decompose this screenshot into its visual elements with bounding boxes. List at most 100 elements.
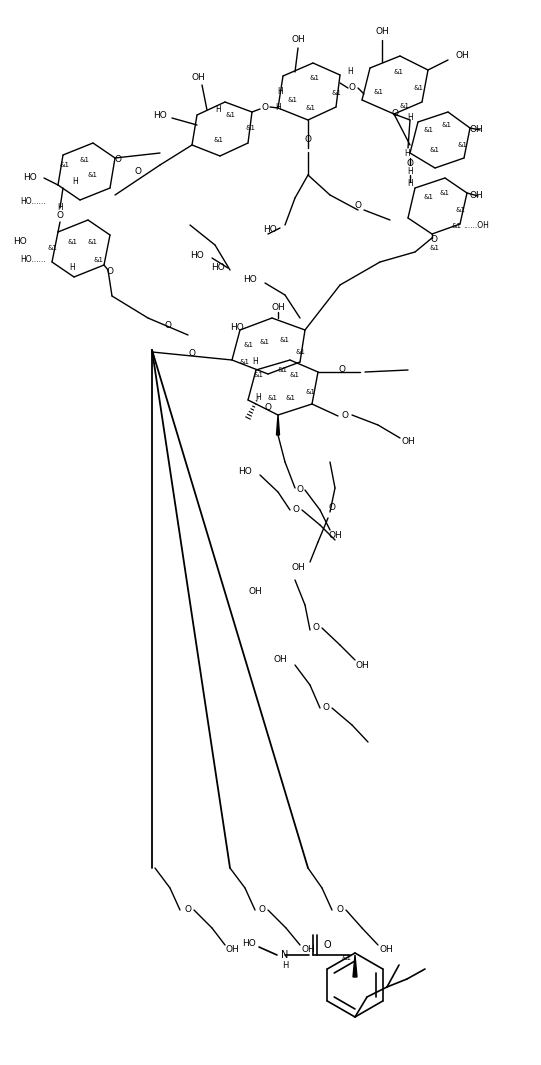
Text: HO......: HO...... [20, 256, 45, 264]
Text: O: O [392, 109, 399, 117]
Text: O: O [305, 135, 312, 145]
Text: OH: OH [401, 438, 415, 446]
Text: &1: &1 [245, 125, 255, 131]
Text: OH: OH [328, 530, 342, 540]
Text: &1: &1 [240, 359, 250, 365]
Text: O: O [348, 83, 355, 93]
Text: H: H [69, 263, 75, 273]
Text: &1: &1 [310, 75, 320, 81]
Text: O: O [354, 200, 361, 210]
Text: O: O [265, 404, 272, 412]
Text: OH: OH [469, 126, 483, 134]
Text: O: O [431, 235, 438, 245]
Text: HO: HO [211, 263, 225, 273]
Text: &1: &1 [342, 955, 352, 961]
Text: OH: OH [191, 73, 205, 82]
Text: &1: &1 [93, 257, 103, 263]
Text: HO: HO [230, 324, 244, 332]
Text: HO: HO [263, 226, 277, 234]
Text: &1: &1 [288, 97, 298, 103]
Text: OH: OH [271, 304, 285, 312]
Text: OH: OH [273, 655, 287, 665]
Text: O: O [107, 267, 114, 277]
Text: &1: &1 [47, 245, 57, 251]
Text: HO......: HO...... [20, 197, 45, 207]
Text: &1: &1 [280, 337, 290, 343]
Text: &1: &1 [440, 190, 450, 196]
Text: O: O [406, 159, 413, 167]
Text: &1: &1 [442, 122, 452, 128]
Text: O: O [323, 940, 331, 950]
Text: O: O [322, 704, 329, 712]
Text: &1: &1 [305, 389, 315, 395]
Text: &1: &1 [331, 91, 341, 96]
Text: H: H [215, 105, 221, 115]
Text: &1: &1 [429, 147, 439, 153]
Text: OH: OH [301, 946, 315, 954]
Text: H: H [404, 148, 410, 158]
Text: &1: &1 [457, 142, 467, 148]
Text: &1: &1 [423, 194, 433, 200]
Text: HO: HO [13, 237, 27, 246]
Text: O: O [56, 211, 63, 219]
Text: O: O [341, 410, 348, 420]
Polygon shape [353, 955, 357, 977]
Text: &1: &1 [278, 367, 288, 373]
Text: H: H [282, 961, 288, 969]
Text: &1: &1 [373, 89, 383, 95]
Text: &1: &1 [243, 342, 253, 348]
Text: O: O [339, 365, 346, 375]
Text: &1: &1 [253, 372, 263, 378]
Text: &1: &1 [305, 105, 315, 111]
Text: OH: OH [469, 191, 483, 199]
Text: &1: &1 [451, 223, 461, 229]
Text: &1: &1 [260, 339, 270, 345]
Text: &1: &1 [60, 162, 70, 168]
Text: O: O [188, 349, 195, 359]
Text: O: O [135, 167, 142, 177]
Text: O: O [184, 905, 192, 915]
Text: &1: &1 [399, 103, 409, 109]
Text: OH: OH [355, 660, 369, 670]
Text: HO: HO [23, 174, 37, 182]
Text: O: O [164, 321, 171, 329]
Text: &1: &1 [413, 85, 423, 91]
Text: OH: OH [291, 563, 305, 573]
Text: H: H [407, 179, 413, 187]
Text: OH: OH [225, 946, 239, 954]
Polygon shape [276, 415, 280, 435]
Text: &1: &1 [267, 395, 277, 402]
Text: H: H [407, 114, 413, 122]
Text: &1: &1 [429, 245, 439, 251]
Text: O: O [115, 155, 122, 164]
Text: &1: &1 [423, 127, 433, 133]
Text: H: H [252, 358, 258, 366]
Text: H: H [275, 102, 281, 112]
Text: N: N [281, 950, 289, 960]
Text: HO: HO [190, 250, 204, 260]
Text: H: H [57, 202, 63, 212]
Text: O: O [328, 504, 335, 512]
Text: &1: &1 [290, 372, 300, 378]
Text: OH: OH [248, 588, 262, 596]
Text: O: O [261, 102, 268, 112]
Text: HO: HO [238, 468, 252, 476]
Text: &1: &1 [393, 69, 403, 75]
Text: &1: &1 [295, 349, 305, 355]
Text: &1: &1 [455, 207, 465, 213]
Text: OH: OH [375, 28, 389, 36]
Text: H: H [407, 167, 413, 177]
Text: HO: HO [242, 938, 256, 948]
Text: &1: &1 [67, 239, 77, 245]
Text: &1: &1 [213, 137, 223, 143]
Text: OH: OH [291, 35, 305, 45]
Text: &1: &1 [88, 173, 98, 178]
Text: H: H [277, 87, 283, 97]
Text: H: H [72, 178, 78, 186]
Text: O: O [337, 905, 344, 915]
Text: &1: &1 [87, 239, 97, 245]
Text: O: O [313, 623, 320, 633]
Text: OH: OH [379, 946, 393, 954]
Text: ......OH: ......OH [463, 222, 489, 230]
Text: &1: &1 [285, 395, 295, 402]
